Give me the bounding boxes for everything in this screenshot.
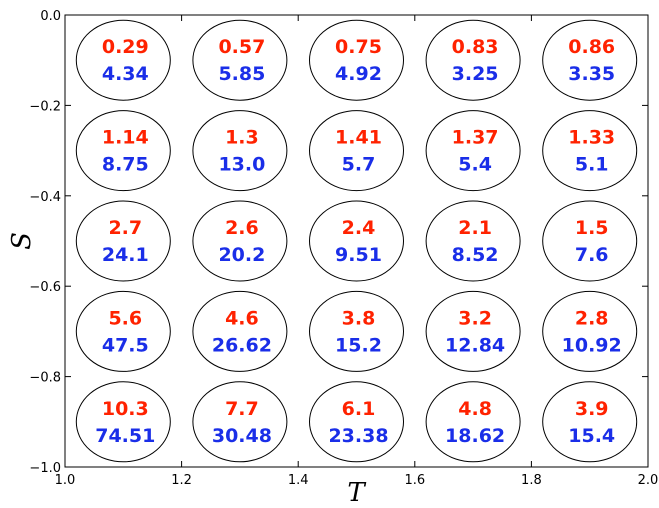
cell-ellipse <box>542 290 638 372</box>
red-value-label: 0.83 <box>452 36 499 58</box>
blue-value-label: 74.51 <box>95 425 155 447</box>
red-value-label: 3.8 <box>342 307 376 329</box>
blue-value-label: 15.2 <box>335 334 382 356</box>
x-tick-label: 1.4 <box>288 473 309 488</box>
x-tick-label: 1.8 <box>521 473 542 488</box>
blue-value-label: 13.0 <box>218 154 265 176</box>
cell-ellipse <box>192 110 288 192</box>
blue-value-label: 8.52 <box>452 244 499 266</box>
red-value-label: 1.14 <box>102 127 149 149</box>
red-value-label: 4.8 <box>458 398 492 420</box>
y-tick-label: −0.2 <box>29 99 61 114</box>
x-axis-label: T <box>347 478 366 508</box>
cell-ellipse <box>425 19 521 101</box>
red-value-label: 0.75 <box>335 36 382 58</box>
red-value-label: 10.3 <box>102 398 149 420</box>
cell-ellipse <box>542 200 638 282</box>
cell-ellipse <box>425 290 521 372</box>
cell-ellipse <box>309 200 404 282</box>
red-value-label: 7.7 <box>225 398 259 420</box>
cell-ellipse <box>542 381 638 463</box>
y-tick-label: 0.0 <box>40 9 61 24</box>
y-tick-label: −0.4 <box>29 190 61 205</box>
cell-ellipse <box>309 290 404 372</box>
red-value-label: 1.33 <box>568 127 615 149</box>
blue-value-label: 23.38 <box>328 425 388 447</box>
red-value-label: 0.86 <box>568 36 615 58</box>
red-value-label: 0.57 <box>218 36 265 58</box>
cell-ellipse <box>75 200 171 282</box>
red-value-label: 5.6 <box>108 307 142 329</box>
blue-value-label: 8.75 <box>102 154 149 176</box>
red-value-label: 2.1 <box>458 217 492 239</box>
x-tick-label: 1.0 <box>55 473 76 488</box>
blue-value-label: 7.6 <box>575 244 609 266</box>
blue-value-label: 5.85 <box>218 63 265 85</box>
plot-frame <box>64 14 649 468</box>
red-value-label: 6.1 <box>342 398 376 420</box>
y-axis-label: S <box>7 232 37 250</box>
cell-ellipse <box>309 381 404 463</box>
red-value-label: 2.8 <box>575 307 609 329</box>
cell-ellipse <box>425 200 521 282</box>
red-value-label: 2.4 <box>342 217 376 239</box>
blue-value-label: 4.34 <box>102 63 149 85</box>
cell-ellipse <box>309 110 404 192</box>
blue-value-label: 26.62 <box>212 334 272 356</box>
cell-ellipse <box>309 19 404 101</box>
blue-value-label: 47.5 <box>102 334 149 356</box>
cell-ellipse <box>75 290 171 372</box>
y-tick-label: −1.0 <box>29 461 61 476</box>
cell-ellipse <box>75 381 171 463</box>
cell-ellipse <box>425 110 521 192</box>
blue-value-label: 3.35 <box>568 63 615 85</box>
red-value-label: 2.7 <box>108 217 142 239</box>
y-tick-label: −0.6 <box>29 280 61 295</box>
red-value-label: 0.29 <box>102 36 149 58</box>
blue-value-label: 20.2 <box>218 244 265 266</box>
x-axis-ticks: 1.0 1.2 1.4 1.6 1.8 2.0 <box>55 15 659 488</box>
blue-value-label: 12.84 <box>445 334 505 356</box>
cell-ellipse <box>192 200 288 282</box>
x-tick-label: 1.2 <box>171 473 192 488</box>
cell-ellipse <box>542 19 638 101</box>
cell-ellipse <box>425 381 521 463</box>
red-value-label: 1.37 <box>452 127 499 149</box>
red-value-label: 1.5 <box>575 217 609 239</box>
x-tick-label: 2.0 <box>638 473 659 488</box>
blue-value-label: 5.1 <box>575 154 609 176</box>
blue-value-label: 18.62 <box>445 425 505 447</box>
cell-ellipse <box>75 19 171 101</box>
y-axis-ticks: 0.0 −0.2 −0.4 −0.6 −0.8 −1.0 <box>29 9 648 476</box>
chart-marks: 0.29 4.34 0.57 5.85 0.75 4.92 0.83 3.25 0.86 3.35… <box>75 19 638 463</box>
y-tick-label: −0.8 <box>29 371 61 386</box>
blue-value-label: 5.7 <box>342 154 376 176</box>
blue-value-label: 15.4 <box>568 425 615 447</box>
blue-value-label: 9.51 <box>335 244 382 266</box>
red-value-label: 3.9 <box>575 398 609 420</box>
blue-value-label: 10.92 <box>562 334 622 356</box>
blue-value-label: 3.25 <box>452 63 499 85</box>
cell-ellipse <box>192 381 288 463</box>
red-value-label: 4.6 <box>225 307 259 329</box>
blue-value-label: 4.92 <box>335 63 382 85</box>
x-tick-label: 1.6 <box>404 473 425 488</box>
cell-ellipse <box>192 290 288 372</box>
red-value-label: 1.3 <box>225 127 259 149</box>
cell-ellipse <box>192 19 288 101</box>
red-value-label: 2.6 <box>225 217 259 239</box>
red-value-label: 1.41 <box>335 127 382 149</box>
blue-value-label: 5.4 <box>458 154 492 176</box>
cell-ellipse <box>75 110 171 192</box>
red-value-label: 3.2 <box>458 307 492 329</box>
blue-value-label: 24.1 <box>102 244 149 266</box>
blue-value-label: 30.48 <box>212 425 272 447</box>
cell-ellipse <box>542 110 638 192</box>
